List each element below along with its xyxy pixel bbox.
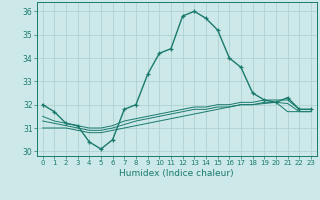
X-axis label: Humidex (Indice chaleur): Humidex (Indice chaleur) — [119, 169, 234, 178]
